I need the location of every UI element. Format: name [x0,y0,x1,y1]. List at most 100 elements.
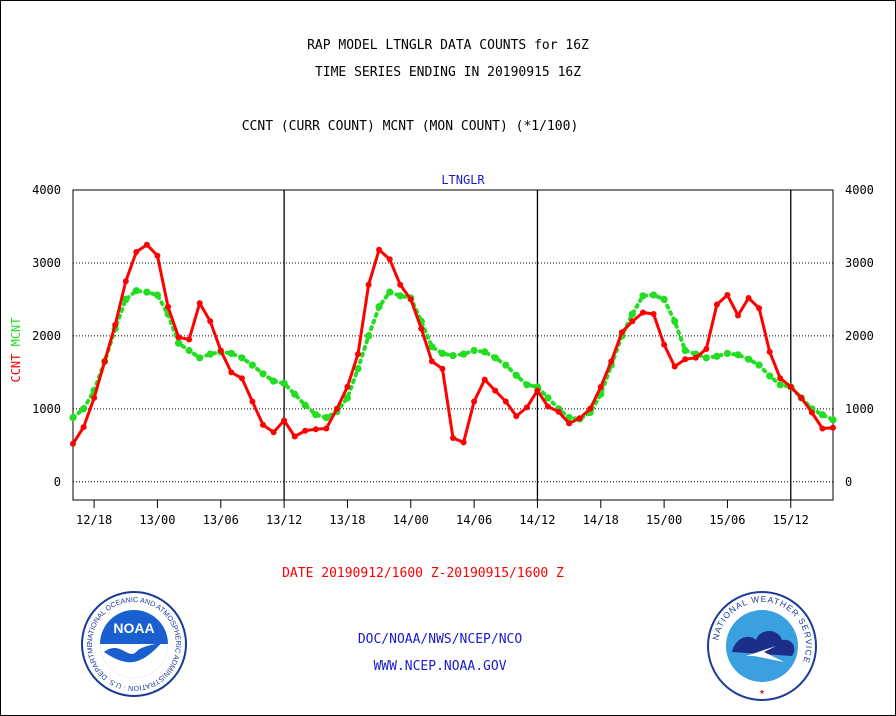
mcnt-point [818,411,827,419]
ccnt-point [323,425,330,432]
ccnt-point [302,427,309,434]
ccnt-point [460,439,467,446]
mcnt-point [829,416,837,424]
y-tick-label-left: 2000 [32,329,61,343]
ccnt-point [523,404,530,411]
ccnt-point [355,351,361,358]
svg-text:★: ★ [759,687,765,697]
ccnt-point [365,281,372,288]
ccnt-point [91,394,98,401]
chart-title-line2: TIME SERIES ENDING IN 20190915 16Z [314,65,582,80]
plot-area [72,189,834,501]
mcnt-point [343,394,351,402]
mcnt-point [438,349,446,357]
ccnt-point [608,358,615,365]
y-tick-label-right: 2000 [845,329,874,343]
mcnt-point [523,381,531,389]
mcnt-point [650,291,658,299]
mcnt-point [259,370,267,378]
ccnt-point [555,408,562,415]
ccnt-point [830,424,836,431]
ccnt-point [122,278,129,285]
mcnt-point [470,346,478,355]
noaa-logo-wordmark: NOAA [113,620,154,636]
mcnt-point [196,354,204,362]
mcnt-point [755,361,763,369]
ccnt-point [766,348,773,355]
y-axis-label-ccnt: CCNT [9,346,23,382]
mcnt-point [745,355,753,363]
ccnt-point [217,347,224,354]
mcnt-point [365,332,373,340]
ccnt-point [186,336,193,343]
ccnt-point [597,383,604,390]
footer-url[interactable]: WWW.NCEP.NOAA.GOV [373,659,507,674]
ccnt-point [428,358,435,365]
mcnt-point [80,405,88,413]
ccnt-point [513,413,520,420]
ccnt-point [481,376,488,383]
ccnt-point [397,281,404,288]
y-tick-label-right: 1000 [845,402,874,416]
ccnt-point [661,341,668,348]
ccnt-point [260,421,266,428]
ccnt-point [650,311,657,317]
ccnt-point [471,398,478,405]
mcnt-point [681,346,689,355]
ccnt-point [70,440,76,447]
y-tick-label-left: 1000 [32,402,61,416]
ccnt-point [112,321,119,328]
ccnt-point [534,387,541,394]
x-tick-label: 15/06 [709,513,745,527]
mcnt-point [671,317,679,325]
ccnt-point [735,312,741,319]
mcnt-point [544,394,552,402]
chart-title-line1: RAP MODEL LTNGLR DATA COUNTS for 16Z [307,38,589,53]
ccnt-series-line [71,243,835,446]
ccnt-point [819,425,826,432]
mcnt-point [206,350,214,358]
mcnt-point [185,346,193,355]
ccnt-point [207,318,214,325]
mcnt-point [280,379,288,387]
ccnt-point [640,309,646,316]
ccnt-point [407,296,414,303]
mcnt-point [69,414,77,422]
x-tick-label: 13/18 [329,513,365,527]
ccnt-point [618,329,625,336]
ccnt-point [270,429,277,436]
ccnt-point [756,305,763,312]
mcnt-point [512,371,520,379]
mcnt-point [227,349,235,357]
ccnt-point [238,375,245,382]
ccnt-point [312,426,319,433]
mcnt-point [776,381,784,389]
mcnt-point [132,287,140,295]
mcnt-point [734,351,742,359]
mcnt-point [301,401,309,409]
mcnt-point [238,354,246,362]
ccnt-point [281,417,288,424]
mcnt-point [153,291,161,299]
x-tick-label: 13/00 [139,513,175,527]
ccnt-point [376,246,383,253]
ccnt-point [333,405,340,412]
ccnt-point [80,424,87,431]
mcnt-point [491,354,499,362]
mcnt-point [270,377,278,385]
ccnt-point [671,363,678,370]
ccnt-point [692,354,699,361]
ccnt-point [629,318,636,325]
ccnt-point [724,292,731,298]
chart-label: LTNGLR [441,173,485,187]
ccnt-point [344,383,351,390]
mcnt-point [354,365,362,373]
mcnt-point [248,361,256,369]
mcnt-point [502,361,510,369]
y-tick-label-right: 3000 [845,256,874,270]
x-tick-label: 13/06 [203,513,239,527]
ccnt-point [587,405,594,412]
ccnt-point [808,409,815,416]
mcnt-point [386,288,394,296]
ccnt-point [228,369,235,376]
